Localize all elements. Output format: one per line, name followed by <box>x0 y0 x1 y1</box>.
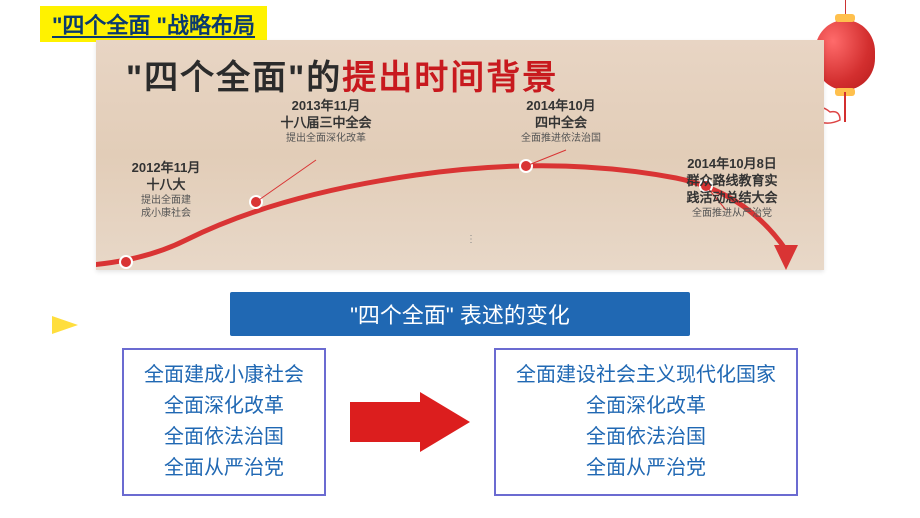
left-line-0: 全面建成小康社会 <box>144 360 304 391</box>
timeline-panel: "四个全面"的提出时间背景 2012年11月 十八大 提出全面建 成小康社会 2… <box>96 40 824 270</box>
event-1-name: 十八大 <box>116 177 216 194</box>
right-line-0: 全面建设社会主义现代化国家 <box>516 360 776 391</box>
event-1-date: 2012年11月 <box>116 160 216 177</box>
event-2-name: 十八届三中全会 <box>256 115 396 132</box>
right-line-3: 全面从严治党 <box>516 453 776 484</box>
blue-banner: "四个全面" 表述的变化 <box>230 292 690 336</box>
event-4-date: 2014年10月8日 <box>652 156 812 173</box>
left-box: 全面建成小康社会 全面深化改革 全面依法治国 全面从严治党 <box>122 348 326 496</box>
event-3-date: 2014年10月 <box>496 98 626 115</box>
top-title: "四个全面 "战略布局 <box>40 6 267 42</box>
event-4-name2: 践活动总结大会 <box>652 190 812 207</box>
main-heading: "四个全面"的提出时间背景 <box>126 50 558 99</box>
event-4: 2014年10月8日 群众路线教育实 践活动总结大会 全面推进从严治党 <box>652 156 812 220</box>
left-line-2: 全面依法治国 <box>144 422 304 453</box>
event-4-desc1: 全面推进从严治党 <box>652 207 812 220</box>
event-2-desc1: 提出全面深化改革 <box>256 132 396 145</box>
section-change: "四个全面" 表述的变化 <box>0 292 920 336</box>
heading-red: 提出时间背景 <box>342 59 558 97</box>
dot-indicator: ⋮ <box>466 234 476 245</box>
event-1: 2012年11月 十八大 提出全面建 成小康社会 <box>116 160 216 220</box>
event-2-date: 2013年11月 <box>256 98 396 115</box>
right-line-1: 全面深化改革 <box>516 391 776 422</box>
event-4-name1: 群众路线教育实 <box>652 173 812 190</box>
comparison-row: 全面建成小康社会 全面深化改革 全面依法治国 全面从严治党 全面建设社会主义现代… <box>0 348 920 496</box>
left-line-3: 全面从严治党 <box>144 453 304 484</box>
right-line-2: 全面依法治国 <box>516 422 776 453</box>
left-line-1: 全面深化改革 <box>144 391 304 422</box>
arrow-icon <box>350 392 470 452</box>
event-3-desc1: 全面推进依法治国 <box>496 132 626 145</box>
event-1-desc2: 成小康社会 <box>116 207 216 220</box>
event-1-desc1: 提出全面建 <box>116 194 216 207</box>
right-box: 全面建设社会主义现代化国家 全面深化改革 全面依法治国 全面从严治党 <box>494 348 798 496</box>
heading-black: "四个全面"的 <box>126 59 342 97</box>
yellow-marker-icon <box>52 316 78 334</box>
event-2: 2013年11月 十八届三中全会 提出全面深化改革 <box>256 98 396 145</box>
event-3-name: 四中全会 <box>496 115 626 132</box>
event-3: 2014年10月 四中全会 全面推进依法治国 <box>496 98 626 145</box>
